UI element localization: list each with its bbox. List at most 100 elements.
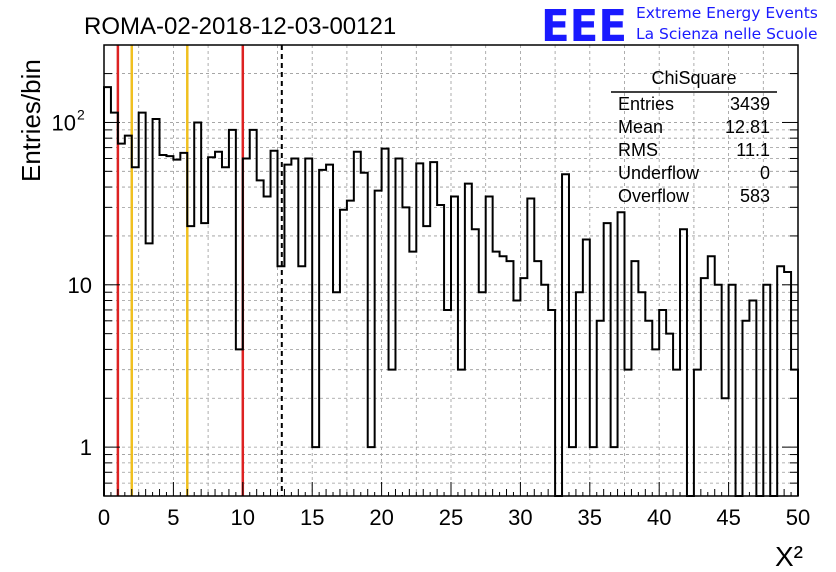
- histogram-bin: [201, 223, 208, 496]
- grid-lines: [104, 45, 798, 496]
- histogram-bin: [347, 201, 354, 496]
- histogram-bin: [382, 149, 389, 496]
- histogram-bin: [319, 170, 326, 496]
- histogram-bin: [597, 321, 604, 496]
- histogram-bin: [361, 173, 368, 496]
- x-tick-label: 45: [716, 505, 740, 530]
- histogram-bin: [742, 321, 749, 496]
- histogram-bin: [513, 301, 520, 496]
- eee-logo: EEE Extreme Energy Events La Scienza nel…: [541, 1, 818, 52]
- histogram-bin: [104, 87, 111, 496]
- logo-mark: EEE: [541, 1, 627, 52]
- stats-label-rms: RMS: [618, 140, 658, 160]
- x-tick-label: 15: [300, 505, 324, 530]
- histogram-bin: [715, 285, 722, 496]
- histogram-bin: [250, 130, 257, 496]
- histogram-bin: [631, 261, 638, 496]
- stats-value-entries: 3439: [730, 94, 770, 114]
- y-tick-label: 1: [80, 435, 92, 460]
- histogram-bin: [437, 205, 444, 496]
- histogram-bin: [402, 207, 409, 496]
- x-tick-label: 50: [786, 505, 810, 530]
- histogram-bin: [763, 285, 770, 496]
- stats-box: ChiSquare Entries 3439 Mean 12.81 RMS 11…: [611, 68, 777, 206]
- histogram-bin: [507, 261, 514, 496]
- histogram-bin: [208, 157, 215, 496]
- histogram-bin: [722, 398, 729, 496]
- axis-ticks: [103, 44, 799, 497]
- histogram-bin: [375, 191, 382, 496]
- histogram-bin: [548, 310, 555, 496]
- histogram-bin: [430, 162, 437, 496]
- histogram-bin: [625, 370, 632, 496]
- stats-value-overflow: 583: [740, 186, 770, 206]
- histogram-bin: [708, 256, 715, 496]
- histogram-bin: [680, 229, 687, 496]
- histogram-bin: [389, 370, 396, 496]
- histogram-bin: [604, 223, 611, 496]
- histogram-bin: [333, 292, 340, 496]
- histogram-bin: [111, 113, 118, 496]
- histogram-bin: [229, 130, 236, 496]
- histogram-bin: [284, 165, 291, 496]
- histogram-bin: [659, 310, 666, 496]
- x-tick-labels: 0 5 10 15 20 25 30 35 40 45 50: [98, 505, 810, 530]
- x-tick-label: 25: [439, 505, 463, 530]
- histogram-bin: [166, 156, 173, 496]
- histogram-bin: [673, 370, 680, 496]
- histogram-bin: [118, 144, 125, 496]
- histogram-bin: [326, 165, 333, 496]
- histogram-bin: [479, 292, 486, 496]
- histogram-bin: [652, 349, 659, 496]
- y-tick-label-exponent: 2: [77, 106, 85, 122]
- histogram-bin: [187, 226, 194, 496]
- histogram-bin: [638, 292, 645, 496]
- logo-line-2: La Scienza nelle Scuole: [636, 25, 818, 43]
- histogram-bin: [173, 160, 180, 496]
- x-tick-label: 0: [98, 505, 110, 530]
- stats-value-rms: 11.1: [736, 140, 770, 160]
- histogram-bin: [125, 136, 132, 496]
- histogram-bin: [465, 184, 472, 496]
- histogram-bin: [264, 196, 271, 496]
- histogram-bin: [305, 158, 312, 496]
- histogram-outline: [103, 86, 799, 497]
- histogram-bin: [451, 196, 458, 496]
- histogram-bin: [791, 370, 798, 496]
- histogram-bin: [222, 167, 229, 496]
- histogram-bin: [257, 180, 264, 496]
- histogram-bin: [444, 310, 451, 496]
- histogram-bin: [569, 447, 576, 496]
- histogram-bin: [132, 167, 139, 496]
- stats-label-entries: Entries: [618, 94, 674, 114]
- histogram-bin: [368, 447, 375, 496]
- histogram-bin: [701, 278, 708, 496]
- histogram-bin: [139, 113, 146, 496]
- histogram-bin: [180, 153, 187, 496]
- histogram-bin: [395, 158, 402, 496]
- histogram-bin: [472, 229, 479, 496]
- chart-title: ROMA-02-2018-12-03-00121: [84, 13, 396, 40]
- x-tick-label: 40: [647, 505, 671, 530]
- stats-value-mean: 12.81: [725, 117, 770, 137]
- histogram-bin: [423, 226, 430, 496]
- y-axis-label: Entries/bin: [16, 59, 46, 182]
- x-tick-label: 20: [369, 505, 393, 530]
- x-tick-label: 35: [578, 505, 602, 530]
- histogram-bin: [520, 278, 527, 496]
- histogram-bin: [291, 158, 298, 496]
- histogram-bin: [541, 285, 548, 496]
- histogram-bin: [583, 240, 590, 496]
- histogram-bin: [416, 163, 423, 496]
- x-tick-label: 5: [167, 505, 179, 530]
- y-tick-label: 10: [68, 273, 92, 298]
- x-tick-label: 30: [508, 505, 532, 530]
- x-tick-label: 10: [231, 505, 255, 530]
- histogram-bin: [729, 285, 736, 496]
- histogram-bin: [354, 152, 361, 496]
- histogram-bin: [194, 122, 201, 496]
- histogram-bin: [340, 210, 347, 496]
